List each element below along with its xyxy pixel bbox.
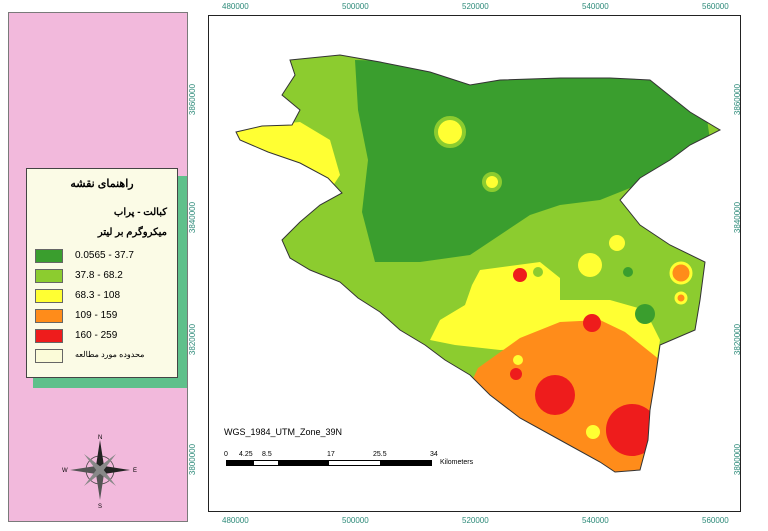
hotspot-low: [635, 304, 655, 324]
legend-unit: میکروگرم بر لیتر: [97, 227, 167, 238]
x-bottom-label: 480000: [222, 516, 249, 525]
legend-row: 0.0565 - 37.7: [35, 249, 171, 265]
scale-tick: 34: [430, 451, 438, 458]
x-top-label: 500000: [342, 2, 369, 11]
zone-low: [355, 60, 710, 262]
hotspot-medium: [609, 235, 625, 251]
legend-swatch: [35, 349, 63, 363]
x-top-label: 540000: [582, 2, 609, 11]
compass-w: W: [62, 468, 68, 474]
zone-very-high: [606, 404, 658, 456]
x-bottom-label: 560000: [702, 516, 729, 525]
legend-row: 68.3 - 108: [35, 289, 171, 305]
legend-label: 160 - 259: [75, 330, 118, 341]
projection-label: WGS_1984_UTM_Zone_39N: [224, 427, 343, 437]
zone-very-high: [535, 375, 575, 415]
scale-unit: Kilometers: [440, 459, 474, 466]
hotspot-medium-low: [533, 267, 543, 277]
hotspot-medium: [578, 253, 602, 277]
hotspot-medium: [584, 423, 602, 441]
study-area-boundary: [235, 54, 722, 473]
legend-swatch: [35, 269, 63, 283]
legend-label: محدوده مورد مطالعه: [75, 350, 145, 359]
scale-tick: 4.25: [239, 451, 253, 458]
scale-tick: 0: [224, 451, 228, 458]
hotspot-medium: [434, 116, 466, 148]
legend-row: 109 - 159: [35, 309, 171, 325]
legend-title: راهنمای نقشه: [70, 178, 134, 190]
legend-swatch: [35, 249, 63, 263]
scale-bar: [226, 460, 432, 466]
legend: راهنمای نقشه کبالت - پراب میکروگرم بر لی…: [26, 168, 178, 378]
hotspot-medium: [513, 355, 523, 365]
legend-label: 0.0565 - 37.7: [75, 250, 134, 261]
legend-row: محدوده مورد مطالعه: [35, 349, 171, 365]
compass-s: S: [98, 504, 102, 510]
x-bottom-label: 540000: [582, 516, 609, 525]
compass-icon: N S W E: [62, 435, 137, 510]
zone-very-high: [510, 368, 522, 380]
compass-n: N: [98, 435, 102, 441]
scale-tick: 25.5: [373, 451, 387, 458]
compass-e: E: [133, 468, 137, 474]
hotspot-high: [674, 291, 688, 305]
hotspot-high: [669, 261, 693, 285]
legend-subtitle: کبالت - پراب: [113, 207, 167, 218]
legend-label: 68.3 - 108: [75, 290, 121, 301]
scale-tick: 8.5: [262, 451, 272, 458]
legend-row: 37.8 - 68.2: [35, 269, 171, 285]
legend-row: 160 - 259: [35, 329, 171, 345]
x-top-label: 520000: [462, 2, 489, 11]
legend-swatch: [35, 289, 63, 303]
hotspot-low: [623, 267, 633, 277]
hotspot-medium: [482, 172, 502, 192]
x-bottom-label: 500000: [342, 516, 369, 525]
legend-swatch: [35, 309, 63, 323]
x-top-label: 480000: [222, 2, 249, 11]
x-bottom-label: 520000: [462, 516, 489, 525]
legend-label: 37.8 - 68.2: [75, 270, 123, 281]
legend-label: 109 - 159: [75, 310, 118, 321]
x-top-label: 560000: [702, 2, 729, 11]
zone-very-high: [583, 314, 601, 332]
legend-swatch: [35, 329, 63, 343]
hotspot-low: [568, 142, 578, 152]
zone-very-high: [513, 268, 527, 282]
scale-tick: 17: [327, 451, 335, 458]
